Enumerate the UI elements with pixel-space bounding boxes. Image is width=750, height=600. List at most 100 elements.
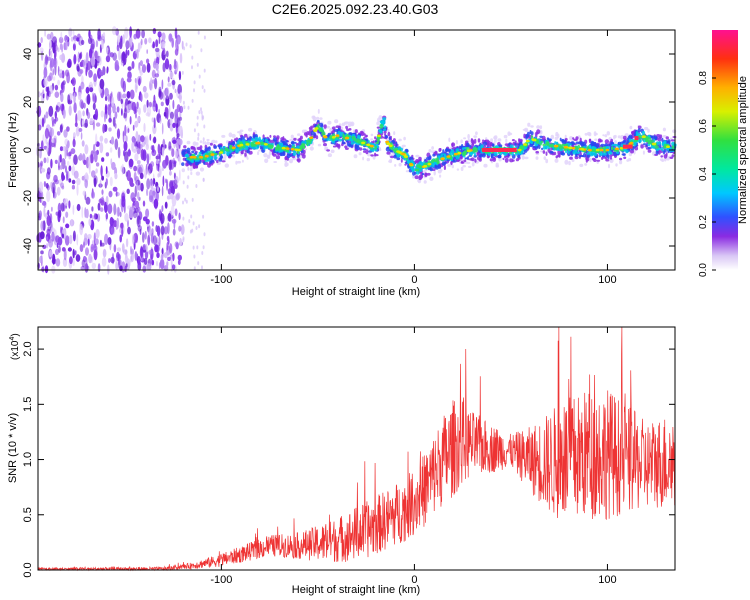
noise-blob (178, 138, 183, 146)
ridge-peak (466, 149, 471, 153)
noise-blob (76, 37, 80, 42)
ridge-blob (341, 141, 346, 145)
noise-blob (82, 190, 86, 196)
noise-blob (83, 122, 89, 128)
noise-blob (140, 93, 143, 102)
ridge-peak (396, 150, 401, 153)
ridge-blob (665, 136, 669, 140)
ridge-blob (628, 152, 632, 157)
noise-blob (180, 130, 183, 139)
noise-blob (161, 186, 164, 197)
ridge-blob (348, 132, 353, 136)
noise-blob (128, 158, 134, 168)
noise-blob (140, 38, 143, 46)
ridge-blob (420, 172, 423, 177)
noise-blob (133, 165, 138, 172)
ridge-blob (353, 154, 358, 159)
y-tick-label: 20 (22, 96, 34, 108)
ridge-blob (578, 141, 582, 145)
noise-blob (63, 159, 66, 165)
noise-blob (114, 111, 118, 119)
noise-blob (38, 181, 44, 193)
noise-blob (51, 138, 56, 143)
ridge-blob (431, 163, 435, 168)
ridge-blob (286, 153, 291, 159)
ridge-blob (514, 142, 517, 146)
ridge-blob (296, 145, 300, 149)
noise-blob (104, 137, 108, 144)
noise-blob (101, 189, 104, 195)
ridge-peak (440, 157, 445, 161)
noise-blob (190, 214, 193, 219)
noise-blob (100, 165, 103, 177)
ridge-blob (611, 144, 615, 147)
ridge-blob (475, 131, 478, 136)
ridge-blob (605, 158, 610, 162)
ridge-peak (446, 155, 451, 158)
ridge-blob (404, 163, 407, 166)
noise-blob (82, 110, 85, 117)
noise-blob (162, 90, 165, 101)
noise-blob (95, 133, 98, 145)
noise-blob (167, 76, 170, 83)
noise-blob (183, 46, 186, 51)
noise-blob (107, 106, 112, 116)
noise-blob (145, 112, 150, 117)
ridge-blob (309, 146, 314, 151)
ridge-blob (189, 167, 193, 172)
noise-blob (127, 149, 131, 157)
noise-blob (157, 173, 160, 178)
ridge-blob (336, 143, 339, 148)
noise-blob (61, 229, 66, 235)
noise-blob (171, 148, 175, 158)
ridge-blob (244, 152, 247, 157)
noise-blob (181, 70, 184, 75)
noise-blob (203, 88, 206, 93)
noise-blob (111, 96, 115, 108)
noise-blob (129, 116, 132, 125)
noise-blob (137, 225, 142, 232)
noise-blob (55, 248, 59, 255)
noise-blob (146, 263, 152, 271)
ridge-blob (612, 151, 617, 154)
noise-blob (111, 136, 115, 145)
ridge-blob (517, 154, 521, 158)
ridge-blob (320, 125, 324, 128)
noise-blob (116, 44, 120, 52)
noise-blob (179, 105, 184, 114)
ridge-blob (522, 128, 527, 131)
ridge-blob (185, 162, 189, 167)
noise-blob (86, 60, 89, 73)
noise-blob (93, 151, 98, 163)
ridge-blob (440, 153, 444, 157)
ridge-blob (191, 150, 195, 154)
ridge-peak (554, 144, 559, 148)
ridge-blob (316, 119, 320, 123)
ridge-blob (609, 156, 613, 160)
noise-blob (131, 234, 136, 245)
ridge-blob (378, 129, 383, 133)
noise-blob (66, 161, 70, 166)
ridge-peak (401, 152, 406, 156)
ridge-blob (432, 153, 436, 157)
ridge-blob (619, 160, 623, 165)
ridge-blob (416, 164, 421, 168)
noise-blob (105, 212, 109, 220)
noise-blob (61, 70, 65, 79)
noise-blob (108, 127, 112, 132)
noise-blob (53, 174, 58, 183)
noise-blob (90, 150, 94, 157)
noise-blob (114, 64, 120, 72)
ridge-blob (229, 144, 233, 150)
ridge-blob (447, 163, 452, 167)
noise-blob (165, 155, 169, 166)
noise-blob (54, 159, 58, 164)
noise-blob (51, 206, 53, 212)
noise-blob (41, 197, 44, 204)
noise-blob (146, 58, 150, 64)
ridge-blob (442, 149, 445, 154)
noise-blob (160, 101, 164, 107)
noise-blob (161, 205, 164, 212)
ridge-blob (288, 158, 294, 164)
ridge-blob (264, 138, 268, 143)
